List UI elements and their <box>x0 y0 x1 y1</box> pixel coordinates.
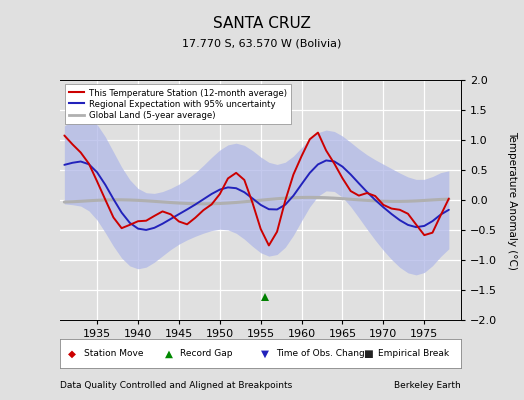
Text: SANTA CRUZ: SANTA CRUZ <box>213 16 311 31</box>
Text: Data Quality Controlled and Aligned at Breakpoints: Data Quality Controlled and Aligned at B… <box>60 381 292 390</box>
Legend: This Temperature Station (12-month average), Regional Expectation with 95% uncer: This Temperature Station (12-month avera… <box>64 84 291 124</box>
Text: Berkeley Earth: Berkeley Earth <box>395 381 461 390</box>
Text: Empirical Break: Empirical Break <box>378 349 449 358</box>
Text: ◆: ◆ <box>68 348 77 358</box>
Text: 17.770 S, 63.570 W (Bolivia): 17.770 S, 63.570 W (Bolivia) <box>182 38 342 48</box>
Text: ■: ■ <box>363 348 373 358</box>
Y-axis label: Temperature Anomaly (°C): Temperature Anomaly (°C) <box>507 130 517 270</box>
Text: ▼: ▼ <box>261 348 269 358</box>
Text: Station Move: Station Move <box>83 349 143 358</box>
Text: Time of Obs. Change: Time of Obs. Change <box>276 349 370 358</box>
Text: ▲: ▲ <box>165 348 172 358</box>
Text: Record Gap: Record Gap <box>180 349 232 358</box>
